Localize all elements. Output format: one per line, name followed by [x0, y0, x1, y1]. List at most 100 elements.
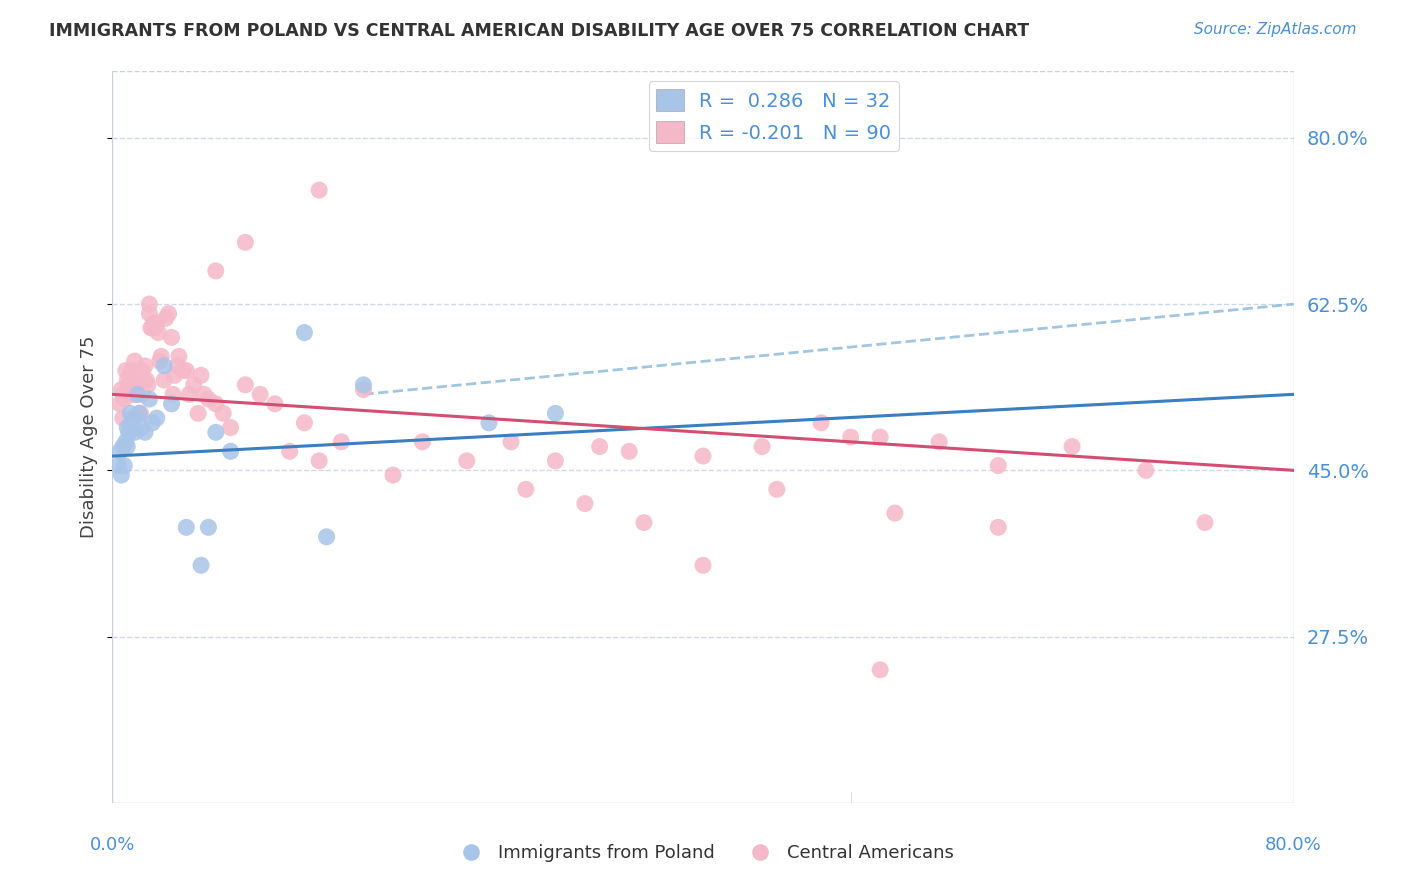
- Point: [515, 483, 537, 497]
- Point: [633, 516, 655, 530]
- Point: [352, 383, 374, 397]
- Point: [124, 354, 146, 368]
- Point: [411, 434, 433, 449]
- Point: [146, 411, 169, 425]
- Point: [766, 483, 789, 497]
- Point: [166, 359, 188, 373]
- Point: [212, 406, 235, 420]
- Point: [108, 444, 131, 458]
- Point: [110, 383, 132, 397]
- Point: [292, 326, 315, 340]
- Point: [197, 520, 219, 534]
- Point: [190, 368, 212, 383]
- Point: [456, 454, 478, 468]
- Point: [120, 368, 142, 383]
- Point: [122, 411, 145, 425]
- Point: [751, 440, 773, 454]
- Point: [114, 363, 136, 377]
- Point: [121, 416, 143, 430]
- Point: [160, 397, 183, 411]
- Point: [478, 416, 501, 430]
- Point: [987, 458, 1010, 473]
- Point: [187, 406, 209, 420]
- Point: [128, 406, 150, 420]
- Point: [315, 530, 337, 544]
- Point: [330, 434, 353, 449]
- Point: [132, 373, 155, 387]
- Point: [869, 663, 891, 677]
- Point: [987, 520, 1010, 534]
- Point: [141, 416, 163, 430]
- Point: [174, 520, 197, 534]
- Point: [233, 235, 256, 250]
- Point: [157, 307, 180, 321]
- Point: [131, 420, 153, 434]
- Point: [124, 425, 146, 440]
- Point: [205, 425, 228, 440]
- Point: [190, 558, 212, 573]
- Point: [124, 387, 146, 401]
- Point: [928, 434, 950, 449]
- Point: [125, 368, 148, 383]
- Point: [149, 354, 172, 368]
- Point: [869, 430, 891, 444]
- Point: [153, 373, 176, 387]
- Point: [172, 363, 194, 377]
- Point: [143, 321, 166, 335]
- Point: [619, 444, 641, 458]
- Point: [121, 363, 143, 377]
- Point: [174, 363, 197, 377]
- Point: [278, 444, 301, 458]
- Point: [588, 440, 610, 454]
- Point: [1194, 516, 1216, 530]
- Point: [128, 377, 150, 392]
- Point: [183, 377, 205, 392]
- Point: [162, 387, 184, 401]
- Point: [136, 377, 159, 392]
- Point: [1062, 440, 1084, 454]
- Text: Source: ZipAtlas.com: Source: ZipAtlas.com: [1194, 22, 1357, 37]
- Point: [117, 373, 138, 387]
- Point: [118, 377, 141, 392]
- Point: [134, 425, 156, 440]
- Point: [163, 368, 186, 383]
- Point: [138, 297, 160, 311]
- Point: [120, 406, 142, 420]
- Point: [142, 316, 165, 330]
- Point: [148, 326, 170, 340]
- Point: [134, 359, 156, 373]
- Point: [501, 434, 523, 449]
- Point: [205, 397, 228, 411]
- Point: [544, 406, 567, 420]
- Point: [138, 392, 160, 406]
- Legend: R =  0.286   N = 32, R = -0.201   N = 90: R = 0.286 N = 32, R = -0.201 N = 90: [648, 81, 898, 152]
- Point: [127, 387, 149, 401]
- Point: [111, 411, 134, 425]
- Point: [179, 387, 201, 401]
- Point: [219, 444, 242, 458]
- Point: [352, 377, 374, 392]
- Point: [193, 387, 215, 401]
- Point: [131, 387, 153, 401]
- Point: [544, 454, 567, 468]
- Point: [249, 387, 271, 401]
- Point: [197, 392, 219, 406]
- Point: [264, 397, 287, 411]
- Point: [292, 416, 315, 430]
- Point: [1135, 463, 1157, 477]
- Point: [160, 330, 183, 344]
- Point: [574, 497, 596, 511]
- Point: [839, 430, 862, 444]
- Text: 0.0%: 0.0%: [90, 836, 135, 854]
- Point: [122, 387, 145, 401]
- Point: [127, 387, 149, 401]
- Point: [150, 349, 173, 363]
- Point: [117, 420, 138, 434]
- Point: [233, 377, 256, 392]
- Point: [155, 311, 177, 326]
- Point: [131, 363, 153, 377]
- Point: [692, 449, 714, 463]
- Point: [129, 406, 152, 420]
- Point: [205, 264, 228, 278]
- Point: [112, 392, 135, 406]
